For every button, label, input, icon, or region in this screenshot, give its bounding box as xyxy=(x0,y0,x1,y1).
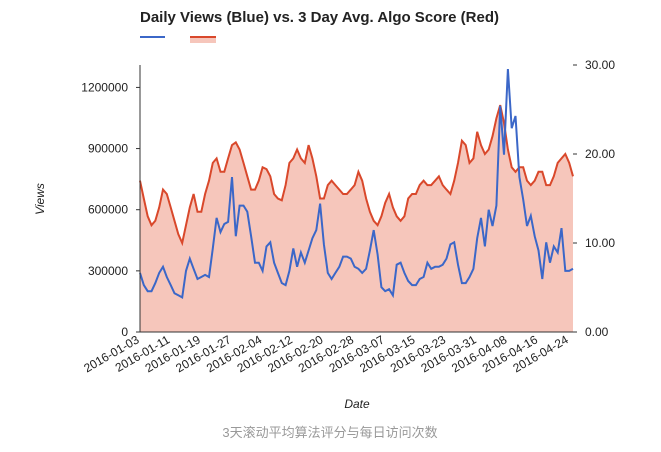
line xyxy=(139,69,574,299)
chart-title: Daily Views (Blue) vs. 3 Day Avg. Algo S… xyxy=(140,9,499,26)
y-axis-title: Views xyxy=(33,183,47,215)
y-tick-label: 300000 xyxy=(88,264,128,278)
y2-tick-label: 0.00 xyxy=(585,325,609,339)
x-axis-title: Date xyxy=(344,397,370,411)
y-tick-label: 900000 xyxy=(88,142,128,156)
area xyxy=(140,105,573,332)
legend-swatch xyxy=(190,37,216,43)
caption: 3天滚动平均算法评分与每日访问次数 xyxy=(222,425,437,440)
y2-tick-label: 20.00 xyxy=(585,147,615,161)
y-tick-label: 1200000 xyxy=(81,80,128,94)
y2-tick-label: 30.00 xyxy=(585,58,615,72)
y-tick-label: 600000 xyxy=(88,203,128,217)
y2-tick-label: 10.00 xyxy=(585,236,615,250)
y-tick-label: 0 xyxy=(121,325,128,339)
